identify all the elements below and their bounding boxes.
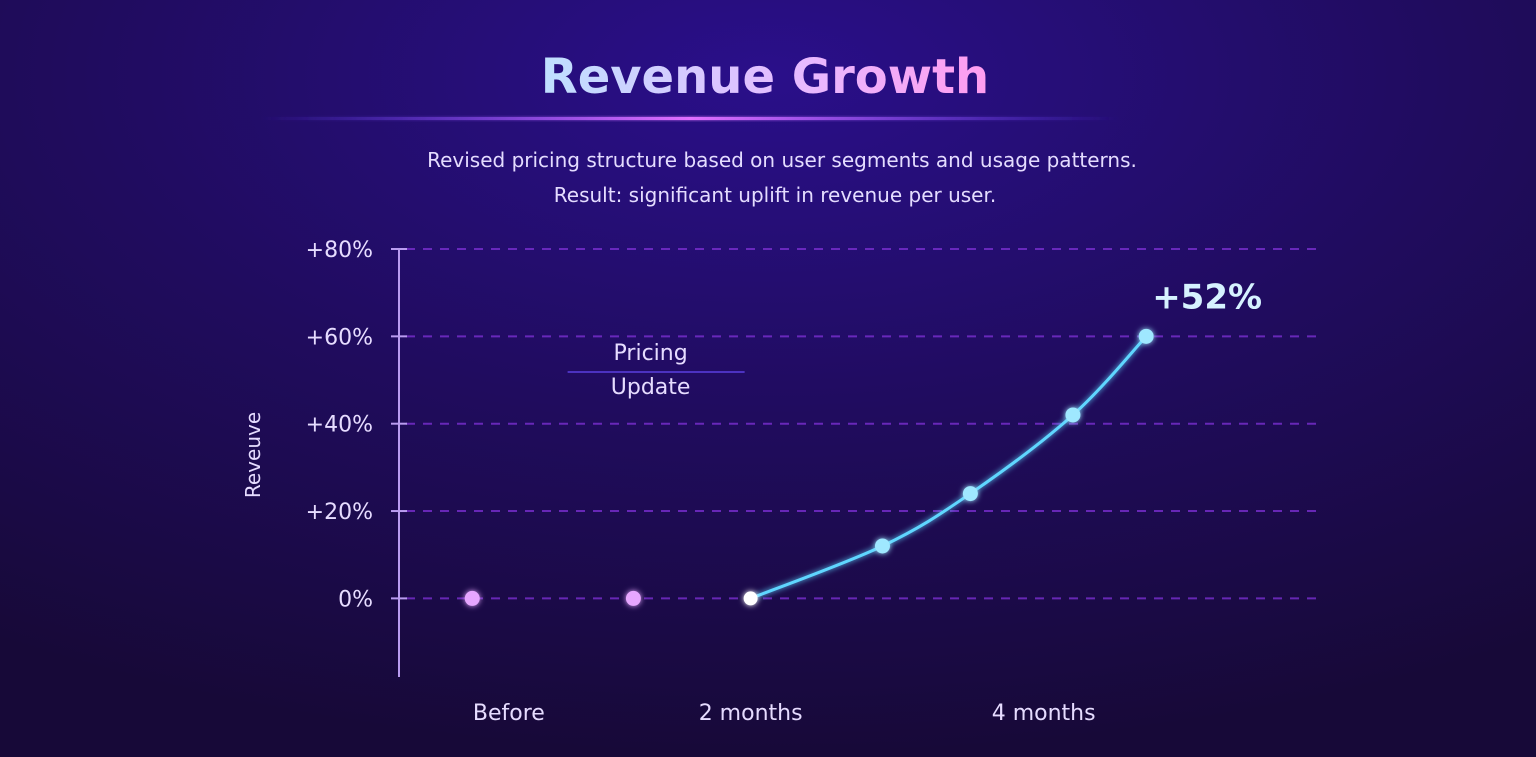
data-point bbox=[464, 590, 480, 606]
data-point bbox=[625, 590, 641, 606]
x-tick-label: Before bbox=[473, 701, 545, 726]
chart-title: Revenue Growth bbox=[541, 49, 989, 105]
annotation-text: Pricing bbox=[614, 341, 688, 366]
x-axis-ticks: Before 2 months 4 months bbox=[473, 701, 1096, 726]
title-underline bbox=[260, 117, 1120, 120]
y-tick-label: +40% bbox=[306, 413, 373, 438]
y-axis-label: Reveuve bbox=[241, 412, 265, 498]
y-tick-label: +60% bbox=[306, 325, 373, 350]
data-point bbox=[743, 591, 758, 606]
x-tick-label: 2 months bbox=[699, 701, 803, 726]
subtitle-line-2: Result: significant uplift in revenue pe… bbox=[554, 183, 996, 207]
pricing-update-marker: Pricing Update bbox=[567, 252, 752, 672]
y-tick-label: +20% bbox=[306, 500, 373, 525]
final-value-label: +52% bbox=[1152, 277, 1262, 317]
y-tick-label: +80% bbox=[306, 238, 373, 263]
data-point bbox=[962, 486, 978, 502]
annotation-text: Update bbox=[611, 375, 691, 400]
data-point bbox=[1138, 328, 1154, 344]
subtitle-line-1: Revised pricing structure based on user … bbox=[427, 148, 1137, 172]
y-tick-label: 0% bbox=[338, 587, 373, 612]
data-point bbox=[874, 538, 890, 554]
x-tick-label: 4 months bbox=[992, 701, 1096, 726]
data-points bbox=[464, 328, 1154, 606]
data-point bbox=[1065, 407, 1081, 423]
